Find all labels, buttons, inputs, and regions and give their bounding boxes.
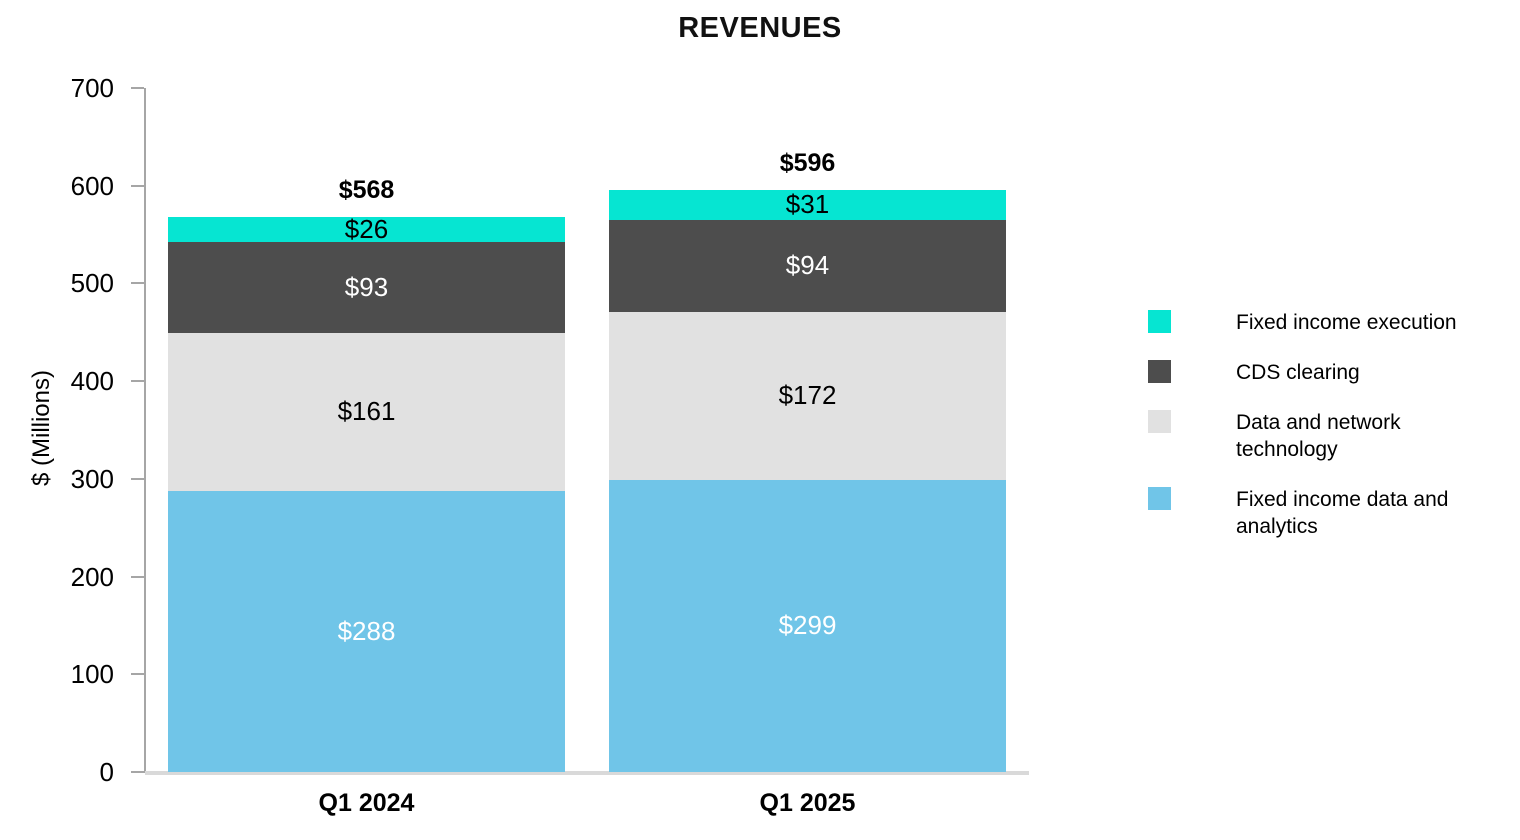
bar-segment-cds-clearing: $94 <box>609 219 1006 312</box>
legend-swatch-icon <box>1148 360 1171 383</box>
y-tick-label-300: 300 <box>70 463 114 494</box>
x-category-label-q1-2024: Q1 2024 <box>318 789 415 817</box>
plot-area: $288 $161 $93 $26 $568 $299 $172 $94 $31 $596 <box>145 88 1029 772</box>
legend-label: Fixed income execution <box>1236 311 1457 334</box>
y-tick-label-200: 200 <box>70 561 114 592</box>
y-tick-label-700: 700 <box>70 73 114 103</box>
legend-swatch-icon <box>1148 487 1171 510</box>
segment-value-label: $31 <box>785 189 830 220</box>
bar-q1-2024: $288 $161 $93 $26 $568 <box>168 88 565 772</box>
bar-total-label: $568 <box>338 175 395 204</box>
bar-segment-data-and-network-technology: $172 <box>609 311 1006 480</box>
bar-segment-fixed-income-execution: $26 <box>168 214 565 245</box>
legend-item-fixed-income-data-and-analytics: Fixed income data and analytics <box>1148 486 1476 540</box>
segment-value-label: $172 <box>778 380 837 411</box>
bar-segment-fixed-income-execution: $31 <box>609 189 1006 220</box>
bar-segment-data-and-network-technology: $161 <box>168 333 565 491</box>
segment-value-label: $161 <box>337 396 396 427</box>
y-axis-line <box>144 88 146 773</box>
legend-swatch-icon <box>1148 410 1171 433</box>
y-tick-label-400: 400 <box>70 366 114 397</box>
chart-title: REVENUES <box>678 12 842 44</box>
legend-swatch-icon <box>1148 310 1171 333</box>
y-tick-mark <box>131 575 144 578</box>
y-tick-mark <box>131 771 144 773</box>
y-tick-mark <box>131 87 144 89</box>
legend-label: Data and network technology <box>1236 411 1401 461</box>
segment-value-label: $94 <box>785 250 830 281</box>
y-tick-mark <box>131 380 144 383</box>
y-tick-mark <box>131 673 144 676</box>
x-axis-line <box>145 771 1029 775</box>
legend-item-data-and-network-technology: Data and network technology <box>1148 409 1476 463</box>
y-axis-title: $ (Millions) <box>28 370 55 487</box>
y-tick-label-100: 100 <box>70 659 114 690</box>
bar-q1-2025: $299 $172 $94 $31 $596 <box>609 88 1006 772</box>
y-tick-mark <box>131 282 144 285</box>
y-tick-label-500: 500 <box>70 268 114 299</box>
y-tick-mark <box>131 184 144 187</box>
segment-value-label: $26 <box>344 214 389 245</box>
x-category-label-q1-2025: Q1 2025 <box>759 789 856 817</box>
bar-segment-fixed-income-data-and-analytics: $288 <box>168 490 565 772</box>
segment-value-label: $299 <box>778 610 837 641</box>
bar-segment-fixed-income-data-and-analytics: $299 <box>609 479 1006 772</box>
legend-item-cds-clearing: CDS clearing <box>1148 359 1476 386</box>
y-tick-mark <box>131 477 144 480</box>
bar-segment-cds-clearing: $93 <box>168 242 565 334</box>
legend: Fixed income execution CDS clearing Data a… <box>1148 309 1476 540</box>
segment-value-label: $288 <box>337 615 396 646</box>
legend-label: CDS clearing <box>1236 361 1360 384</box>
legend-label: Fixed income data and analytics <box>1236 488 1449 538</box>
segment-value-label: $93 <box>344 272 389 303</box>
y-tick-label-600: 600 <box>70 170 114 201</box>
bar-total-label: $596 <box>779 148 836 177</box>
y-tick-label-0: 0 <box>99 757 114 787</box>
legend-item-fixed-income-execution: Fixed income execution <box>1148 309 1476 336</box>
